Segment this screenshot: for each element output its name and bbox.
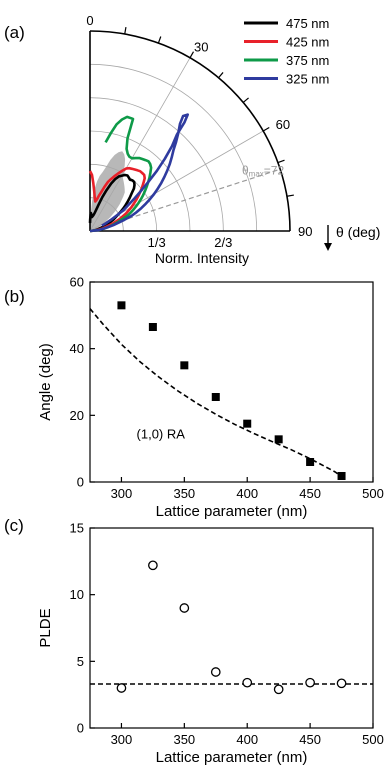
legend-label-325: 325 nm [286, 72, 329, 87]
panel-c-point-2 [179, 603, 190, 613]
b-y-tick-label-20: 20 [70, 408, 84, 423]
panel-b-label: (b) [4, 287, 25, 306]
panel-a-angle-tickmark-80 [286, 194, 294, 197]
panel-c-x-axis-label: Lattice parameter (nm) [156, 749, 308, 766]
panel-c-y-axis-label: PLDE [37, 608, 54, 647]
panel-b-point-3 [211, 393, 220, 401]
panel-b-point-2 [180, 361, 189, 370]
panel-b-point-7 [337, 472, 346, 480]
panel-b-point-6 [306, 458, 315, 466]
panel-c-point-7 [336, 678, 347, 689]
panel-a-grid-arc-1 [89, 163, 158, 232]
panel-b-y-axis-label: Angle (deg) [37, 343, 54, 421]
panel-a-legend: 475 nm 425 nm 375 nm 325 nm [244, 16, 329, 87]
panel-a-theta-sub: max [249, 169, 264, 178]
panel-b-points [117, 301, 346, 480]
panel-a: (a) 0 30 60 90 1/3 2/3 Norm. Intensity θ… [4, 13, 380, 266]
b-x-tick-label-350: 350 [173, 486, 195, 501]
panel-a-theta-value: =72 [264, 163, 285, 177]
c-y-tick-label-10: 10 [70, 587, 84, 602]
b-y-tick-label-60: 60 [70, 275, 84, 290]
panel-a-angle-tick-60: 60 [276, 117, 290, 132]
panel-a-angle-tickmark-50 [242, 97, 249, 103]
panel-a-series-425 [88, 166, 146, 233]
panel-b-plot-frame [89, 281, 374, 483]
panel-b-axes: 300 350 400 450 500 0 20 40 60 [70, 275, 384, 502]
panel-c-point-4 [242, 677, 253, 688]
c-x-tick-label-450: 450 [299, 732, 321, 747]
panel-b-ra-curve [89, 308, 345, 480]
panel-a-shaded-region [90, 151, 126, 231]
panel-a-angle-ticks [124, 27, 294, 197]
panel-a-angle-arrowhead [324, 243, 332, 251]
panel-c-point-5 [273, 684, 284, 695]
c-y-tick-label-0: 0 [77, 721, 84, 736]
panel-b-point-0 [117, 301, 126, 310]
panel-c-label: (c) [4, 516, 24, 535]
b-y-tick-label-0: 0 [77, 475, 84, 490]
b-x-tick-label-450: 450 [299, 486, 321, 501]
panel-a-grid-arc-4 [89, 63, 258, 232]
panel-a-angle-tickmark-10 [124, 27, 127, 35]
panel-c-point-0 [116, 683, 127, 693]
panel-a-angle-tickmark-20 [157, 36, 162, 44]
panel-b-point-5 [274, 435, 283, 444]
panel-a-theta-max-annotation: θmax=72 [242, 163, 284, 178]
legend-label-375: 375 nm [286, 53, 329, 68]
panel-c-plot-frame [89, 527, 374, 729]
c-y-tick-label-5: 5 [77, 654, 84, 669]
panel-a-grid-spoke-30 [89, 57, 191, 232]
b-x-tick-label-400: 400 [236, 486, 258, 501]
panel-c-point-3 [210, 667, 221, 677]
c-x-tick-label-350: 350 [173, 732, 195, 747]
c-x-tick-label-300: 300 [111, 732, 133, 747]
c-x-tick-label-500: 500 [362, 732, 384, 747]
panel-a-angle-tickmark-30 [189, 51, 195, 59]
legend-label-425: 425 nm [286, 35, 329, 50]
panel-a-angle-tickmark-60 [262, 126, 270, 132]
panel-a-radial-tick-2-3: 2/3 [214, 235, 232, 250]
panel-b-point-4 [243, 419, 252, 428]
panel-a-angle-tickmark-70 [277, 159, 285, 164]
panel-a-angle-tick-30: 30 [194, 39, 208, 54]
panel-c-point-1 [148, 560, 158, 571]
panel-a-label: (a) [4, 23, 25, 42]
c-x-tick-label-400: 400 [236, 732, 258, 747]
panel-c-point-6 [305, 677, 315, 688]
panel-a-outer-arc [89, 30, 291, 232]
b-y-tick-label-40: 40 [70, 341, 84, 356]
b-x-tick-label-500: 500 [362, 486, 384, 501]
panel-b: (b) 300 350 400 450 500 0 20 40 60 (1,0) RA Latt… [4, 275, 384, 521]
panel-a-series-325 [89, 113, 189, 233]
panel-a-angle-label: θ (deg) [336, 224, 380, 240]
panel-a-angle-tick-0: 0 [86, 13, 93, 28]
b-x-tick-label-300: 300 [111, 486, 133, 501]
panel-a-radial-tick-1-3: 1/3 [148, 235, 166, 250]
panel-a-grid-arc-3 [89, 97, 224, 232]
panel-c: (c) 300 350 400 450 500 0 5 10 15 Lattice parame… [4, 516, 384, 766]
panel-b-x-axis-label: Lattice parameter (nm) [156, 503, 308, 520]
panel-a-angle-tickmark-40 [218, 72, 224, 79]
panel-b-curve-label: (1,0) RA [137, 427, 186, 442]
panel-c-points [116, 560, 347, 695]
c-y-tick-label-15: 15 [70, 521, 84, 536]
panel-a-angle-tick-90: 90 [298, 224, 312, 239]
panel-b-point-1 [148, 323, 157, 331]
panel-c-axes: 300 350 400 450 500 0 5 10 15 [70, 521, 384, 748]
panel-a-theta-symbol: θ [242, 163, 249, 177]
panel-a-radial-label: Norm. Intensity [155, 250, 249, 266]
legend-label-475: 475 nm [286, 16, 329, 31]
